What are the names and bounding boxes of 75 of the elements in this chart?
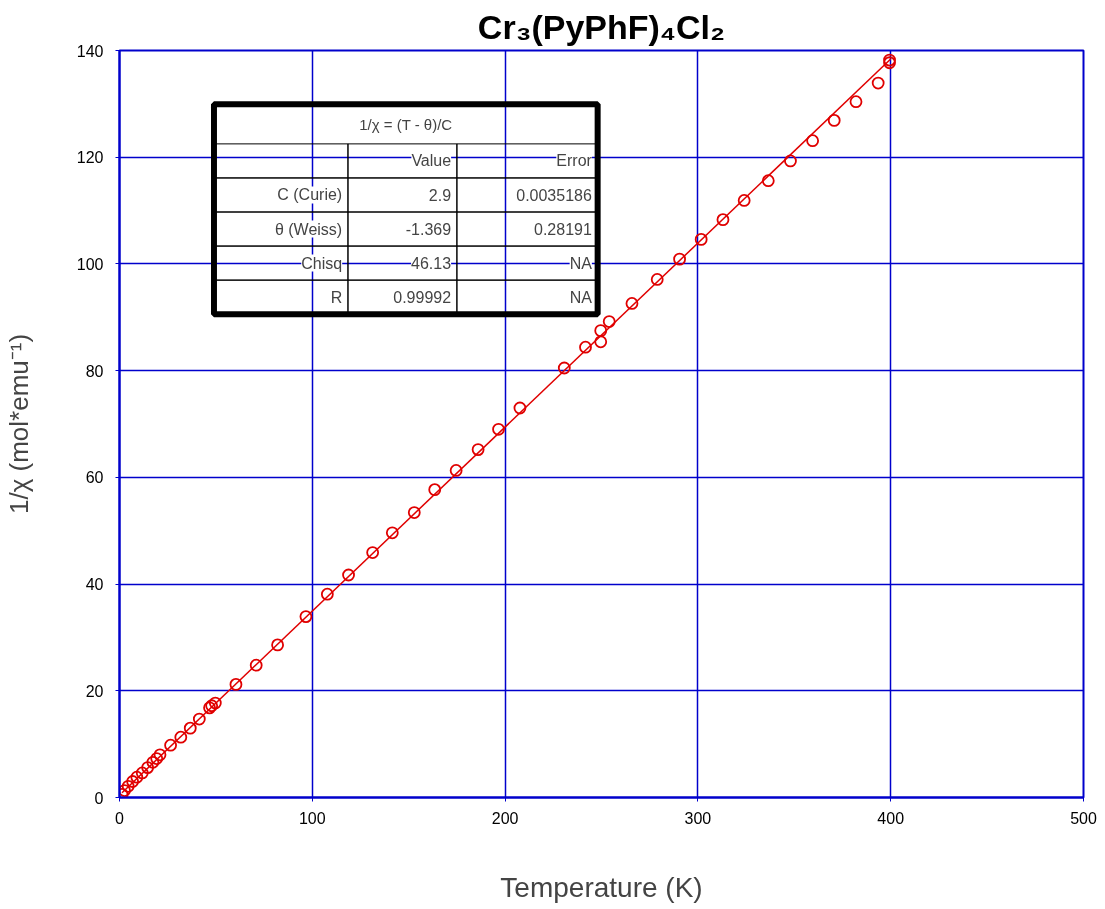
point — [121, 779, 135, 793]
chart-title: Cr₃(PyPhF)₄Cl₂ — [477, 7, 726, 46]
annotation: Chisq — [301, 254, 343, 272]
annotation: Error — [556, 152, 593, 170]
point — [299, 610, 313, 624]
point — [164, 738, 177, 752]
point — [471, 443, 485, 456]
point — [594, 324, 608, 338]
point — [716, 213, 730, 227]
x-tick-label: 500 — [1070, 809, 1097, 827]
y-tick-label: 80 — [85, 362, 104, 380]
point — [806, 134, 820, 148]
y-axis-title: 1/χ (mol*emu⁻¹) — [3, 333, 34, 515]
point — [784, 154, 797, 168]
point — [871, 76, 885, 90]
y-tick-label: 140 — [76, 42, 104, 60]
annotation: θ (Weiss) — [274, 220, 343, 238]
point — [192, 712, 206, 726]
point — [385, 526, 399, 540]
y-tick-label: 20 — [85, 682, 104, 700]
point — [513, 401, 527, 415]
annotation: -1.369 — [405, 221, 452, 239]
x-tick-label: 400 — [877, 809, 905, 827]
y-tick-label: 0 — [94, 789, 104, 807]
annotation: 0.0035186 — [516, 186, 592, 204]
point — [141, 761, 155, 775]
annotation: R — [330, 288, 343, 306]
point — [737, 194, 751, 207]
point — [625, 297, 639, 310]
annotation: NA — [569, 288, 593, 306]
point — [126, 775, 140, 788]
point — [449, 464, 463, 477]
x-tick-label: 200 — [491, 809, 519, 827]
point — [153, 748, 167, 762]
point — [174, 730, 188, 744]
annotation: 2.9 — [428, 186, 452, 204]
point — [428, 483, 442, 497]
point — [249, 658, 263, 672]
point — [594, 335, 608, 349]
point — [183, 721, 197, 735]
annotation: 46.13 — [411, 255, 452, 273]
point — [146, 755, 160, 769]
point — [492, 422, 505, 436]
x-tick-label: 100 — [298, 809, 326, 827]
x-axis-title: Temperature (K) — [500, 871, 703, 903]
annotation: Value — [411, 152, 452, 170]
annotation: NA — [569, 254, 593, 272]
y-tick-label: 60 — [85, 469, 104, 487]
point — [135, 766, 149, 780]
point — [407, 506, 421, 519]
point — [130, 770, 144, 784]
y-tick-label: 100 — [76, 255, 104, 273]
x-tick-label: 300 — [684, 809, 712, 827]
x-tick-label: 0 — [115, 809, 125, 827]
point — [827, 114, 841, 127]
point — [673, 252, 686, 266]
y-tick-label: 40 — [85, 576, 104, 594]
point — [761, 174, 775, 188]
point — [150, 752, 164, 765]
point — [694, 233, 708, 246]
point — [579, 340, 592, 354]
y-tick-label: 120 — [76, 149, 104, 167]
point — [557, 361, 571, 375]
point — [320, 587, 334, 601]
annotation: 1/χ = (T - θ)/C — [359, 115, 453, 133]
point — [271, 638, 284, 652]
point — [849, 95, 863, 109]
point — [229, 677, 243, 691]
point — [602, 315, 616, 328]
point — [366, 546, 380, 559]
annotation: 0.28191 — [534, 221, 592, 239]
annotation: 0.99992 — [393, 289, 452, 307]
annotation: C (Curie) — [277, 186, 343, 204]
point — [650, 273, 664, 286]
point — [342, 568, 355, 582]
